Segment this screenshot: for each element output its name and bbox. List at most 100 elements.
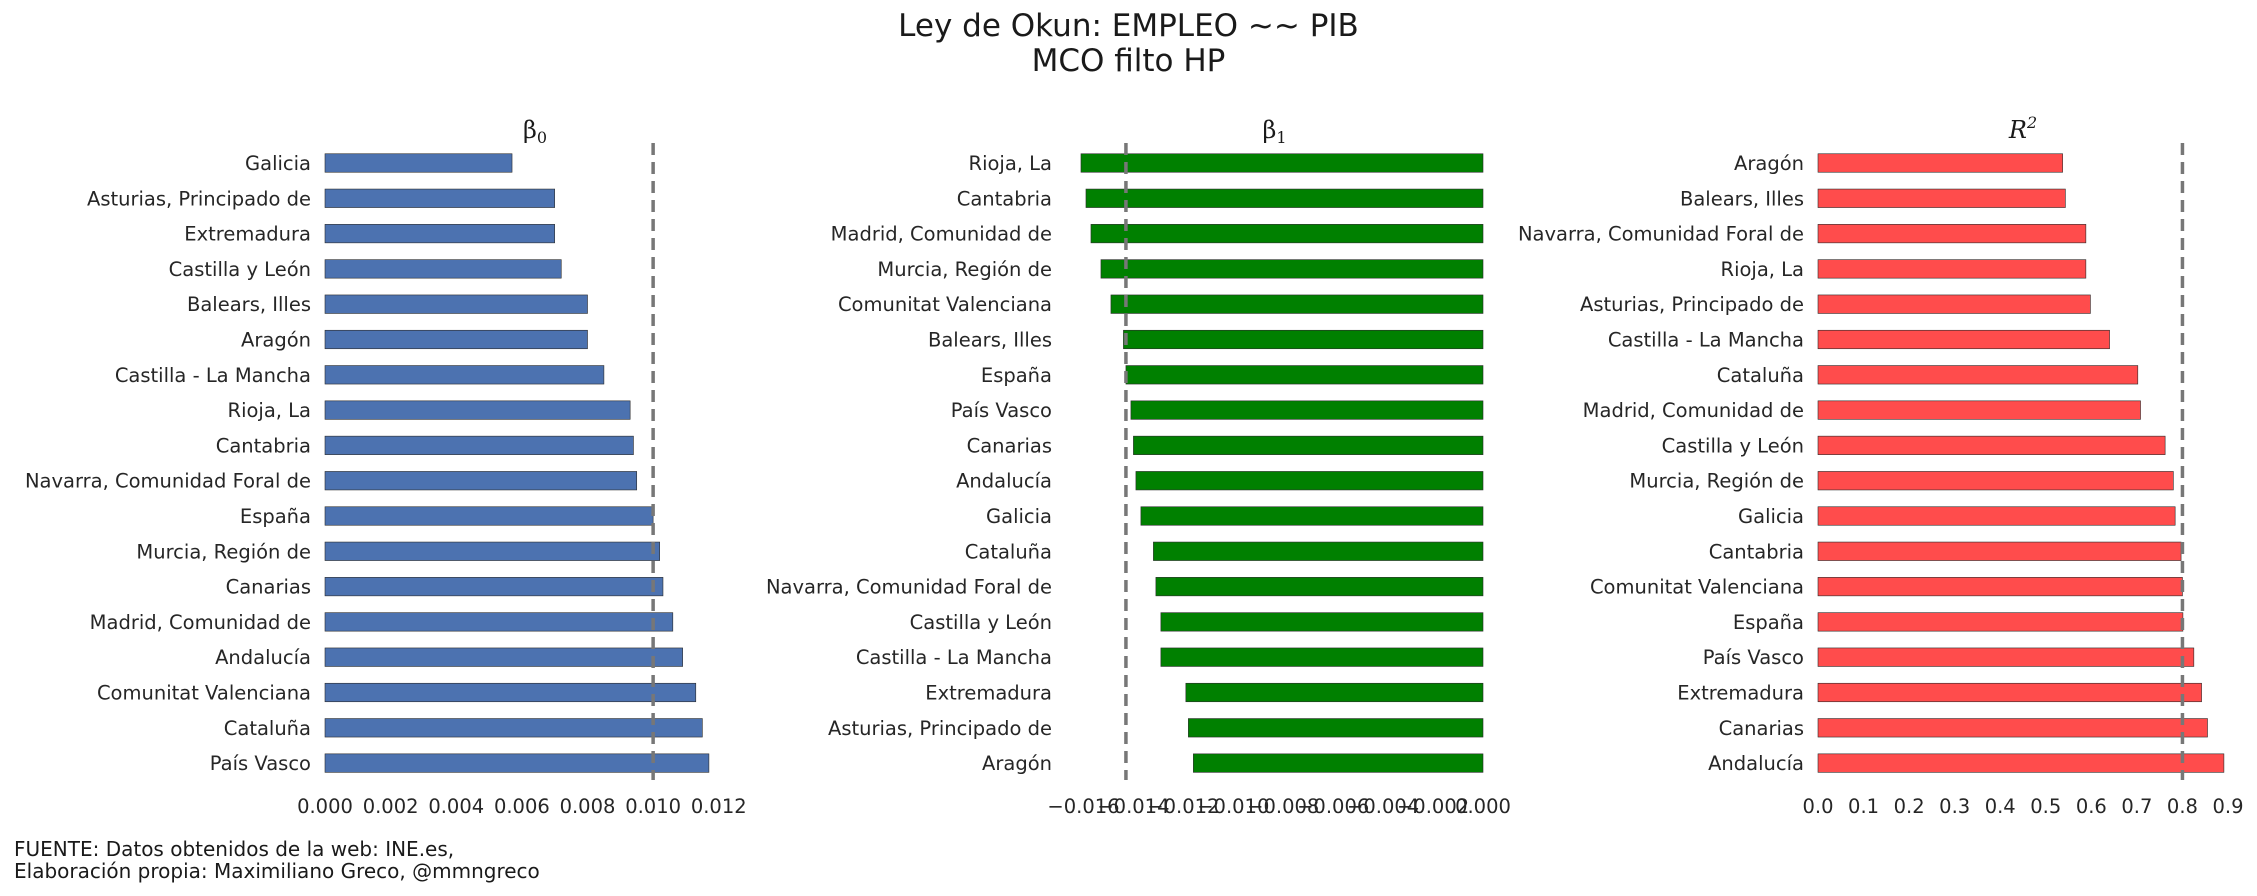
category-label: Extremadura [925, 682, 1052, 705]
category-label: España [240, 505, 311, 528]
category-label: Madrid, Comunidad de [90, 611, 311, 634]
bar [1817, 435, 2166, 455]
category-label: Aragón [1734, 152, 1804, 175]
bar [1080, 153, 1484, 173]
category-label: España [1733, 611, 1804, 634]
bar [1817, 682, 2202, 703]
category-label: Navarra, Comunidad Foral de [766, 576, 1052, 599]
panel-beta1: β1 Rioja, La Cantabria Madrid, Comunidad de… [766, 116, 1511, 818]
category-label: Canarias [226, 576, 311, 599]
category-label: Asturias, Principado de [828, 717, 1052, 740]
bar [1188, 718, 1484, 738]
x-tick-label: −0.008 [1247, 795, 1319, 818]
x-tick-label: −0.006 [1297, 795, 1369, 818]
bar [1110, 294, 1484, 314]
x-tick-label: 0.002 [363, 795, 419, 818]
x-tick-label: 0.006 [494, 795, 550, 818]
category-label: Castilla y León [169, 258, 311, 281]
bar [1817, 294, 2091, 314]
category-label: Cataluña [965, 540, 1052, 563]
x-tick-label: 0.008 [560, 795, 616, 818]
panel-beta0: β0 Galicia Asturias, Principado de Extremad… [25, 116, 747, 818]
bar [1817, 153, 2063, 173]
bar [1817, 329, 2110, 350]
bar [1817, 718, 2208, 738]
x-tick-label: 0.5 [2030, 795, 2061, 818]
category-label: Murcia, Región de [136, 540, 311, 563]
category-label: Andalucía [215, 646, 311, 669]
category-label: Extremadura [184, 223, 311, 246]
bar [324, 224, 555, 244]
category-label: Aragón [982, 752, 1052, 775]
footer-source: FUENTE: Datos obtenidos de la web: INE.e… [14, 837, 455, 861]
x-tick-label: 0.1 [1848, 795, 1879, 818]
bar [1817, 506, 2176, 526]
bar [1817, 647, 2195, 667]
bar [1817, 612, 2184, 632]
category-label: Aragón [241, 329, 311, 352]
footer-credit: Elaboración propia: Maximiliano Greco, @… [14, 859, 540, 883]
bar [1817, 753, 2225, 773]
x-tick-label: 0.004 [428, 795, 484, 818]
category-label: Rioja, La [228, 399, 311, 422]
category-label: Andalucía [1708, 752, 1804, 775]
bar [324, 153, 513, 173]
x-tick-label: 0.010 [625, 795, 681, 818]
bar [324, 682, 697, 703]
bar [1125, 365, 1484, 385]
bar [324, 188, 555, 208]
category-label: Comunitat Valenciana [97, 682, 311, 705]
x-tick-label: 0.6 [2076, 795, 2107, 818]
category-label: País Vasco [1703, 646, 1804, 669]
x-tick-label: 0.0 [1802, 795, 1833, 818]
bar [1817, 259, 2087, 279]
category-label: Asturias, Principado de [1580, 293, 1804, 316]
category-label: Castilla - La Mancha [856, 646, 1052, 669]
bar [1817, 471, 2174, 491]
bar [1817, 224, 2087, 244]
x-tick-label: 0.012 [691, 795, 747, 818]
bar [324, 365, 605, 385]
category-label: Rioja, La [969, 152, 1052, 175]
bar [1133, 435, 1484, 455]
category-label: Navarra, Comunidad Foral de [25, 470, 311, 493]
x-tick-label: −0.016 [1047, 795, 1119, 818]
category-label: Navarra, Comunidad Foral de [1518, 223, 1804, 246]
bar [1160, 612, 1484, 632]
bar [1193, 753, 1484, 773]
bar [324, 471, 638, 491]
bar [324, 718, 703, 738]
bar [1135, 471, 1484, 491]
bar [324, 577, 664, 597]
bar [1085, 188, 1484, 208]
figure-title: Ley de Okun: EMPLEO ~~ PIB [898, 8, 1359, 44]
bar [1100, 259, 1484, 279]
bar [324, 294, 588, 314]
bar [324, 541, 660, 561]
bar [1817, 365, 2139, 385]
bar [324, 647, 683, 667]
x-tick-label: −0.002 [1397, 795, 1469, 818]
category-label: Castilla - La Mancha [1608, 329, 1804, 352]
category-label: Comunitat Valenciana [1590, 576, 1804, 599]
panel-title: R2 [2008, 113, 2037, 144]
x-tick-label: 0.9 [2212, 795, 2243, 818]
bar [324, 329, 588, 350]
bar [1817, 541, 2182, 561]
bar [1817, 577, 2183, 597]
category-label: Balears, Illes [1680, 187, 1804, 210]
bar [1140, 506, 1484, 526]
bar [1817, 400, 2141, 420]
bar [324, 612, 674, 632]
category-label: Galicia [1738, 505, 1804, 528]
figure-subtitle: MCO filto HP [1031, 43, 1226, 79]
x-tick-label: −0.004 [1347, 795, 1419, 818]
category-label: Balears, Illes [928, 329, 1052, 352]
bar [1123, 329, 1484, 350]
category-label: Rioja, La [1721, 258, 1804, 281]
bar [324, 506, 654, 526]
panel-r2: R2 Aragón Balears, Illes Navarra, Comunidad… [1518, 113, 2244, 818]
category-label: Cantabria [216, 434, 311, 457]
bar [324, 435, 634, 455]
